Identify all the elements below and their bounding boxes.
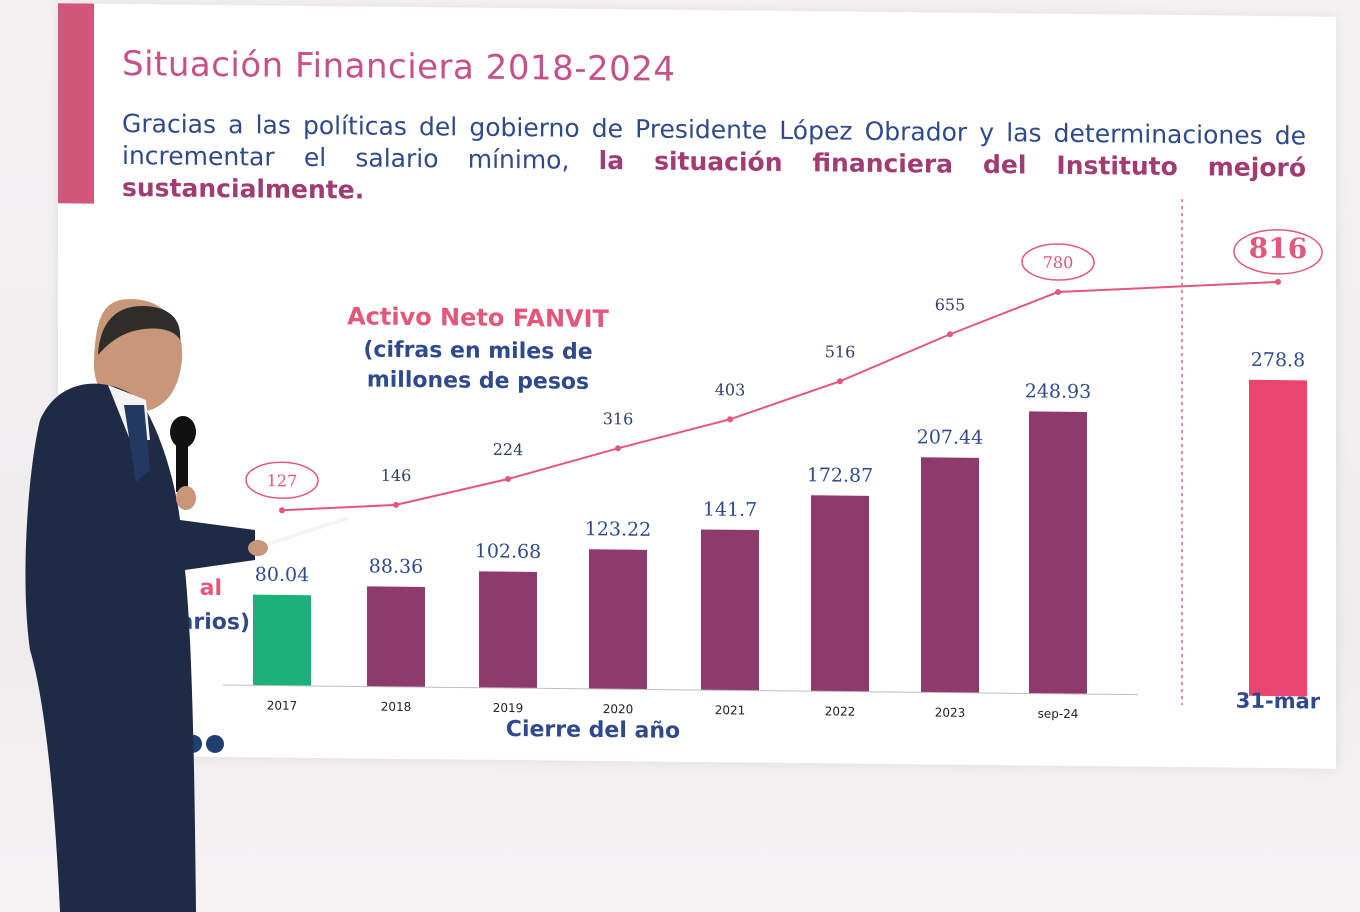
bar-2017 [253, 594, 311, 686]
bar-value-label-2020: 123.22 [585, 518, 651, 541]
bar-2021 [701, 529, 759, 691]
bar-value-label-2019: 102.68 [475, 540, 541, 563]
x-tick-label-2022: 2022 [825, 704, 856, 718]
chart-subtitle-line-1: (cifras en miles de [363, 338, 592, 365]
bar-value-label-2018: 88.36 [369, 555, 423, 578]
bar-value-label-2017: 80.04 [255, 564, 309, 587]
line-point-2020 [615, 445, 621, 452]
line-value-label-2023: 655 [935, 295, 966, 314]
line-value-label-2020: 316 [603, 409, 634, 428]
bar-2022 [811, 495, 869, 692]
highlight-ellipse-sep-24 [1021, 243, 1095, 281]
x-tick-label-sep-24: sep-24 [1038, 707, 1079, 721]
x-axis-label: Cierre del año [506, 717, 680, 744]
bar-value-label-2021: 141.7 [703, 498, 757, 521]
bar-2020 [589, 549, 647, 690]
bar-value-label-2022: 172.87 [807, 464, 873, 487]
line-value-label-2022: 516 [825, 342, 856, 361]
highlight-ellipse-31-mar [1233, 229, 1323, 275]
line-value-label-2018: 146 [381, 466, 412, 485]
line-value-label-2017: 127 [267, 471, 298, 490]
line-point-sep-24 [1055, 289, 1061, 296]
bar-2023 [921, 457, 979, 693]
x-tick-label-2018: 2018 [381, 700, 412, 714]
bar-value-label-2023: 207.44 [917, 426, 983, 449]
line-point-2019 [505, 476, 511, 483]
bar-value-label-31-mar: 278.8 [1251, 349, 1305, 372]
line-point-2022 [837, 378, 843, 385]
line-value-label-2021: 403 [715, 380, 746, 399]
x-tick-label-31-mar: 31-mar [1236, 689, 1321, 714]
line-point-2017 [279, 507, 285, 514]
x-tick-label-2020: 2020 [603, 702, 634, 716]
x-tick-label-2017: 2017 [267, 698, 298, 712]
bar-value-label-sep-24: 248.93 [1025, 380, 1091, 403]
line-point-2018 [393, 501, 399, 508]
bar-sep-24 [1029, 411, 1087, 695]
line-value-label-sep-24: 780 [1043, 253, 1074, 272]
left-partial-label-2: arios) [179, 610, 250, 636]
x-tick-label-2019: 2019 [493, 701, 524, 715]
x-tick-label-2021: 2021 [715, 703, 746, 717]
bar-31-mar [1249, 379, 1307, 697]
line-value-label-31-mar: 816 [1249, 232, 1307, 266]
highlight-ellipse-2017 [245, 461, 319, 500]
line-layer: 127 146 224 316 403 516 655 780 816 [245, 229, 1323, 514]
line-point-31-mar [1275, 278, 1281, 285]
bars-layer [223, 379, 1307, 697]
x-axis-line [223, 684, 1138, 696]
line-point-2021 [727, 416, 733, 423]
line-value-label-2019: 224 [493, 440, 524, 459]
bar-2019 [479, 571, 537, 689]
bar-line-chart: 127 146 224 316 403 516 655 780 816 80.04 2017 88.… [179, 199, 1323, 744]
left-partial-label-1: al [200, 576, 222, 601]
chart-title: Activo Neto FANVIT [347, 302, 609, 333]
label-layer: 80.04 2017 88.36 2018 102.68 2019 123.22 2020 14… [255, 349, 1321, 721]
x-tick-label-2023: 2023 [935, 705, 966, 719]
chart-subtitle-line-2: millones de pesos [367, 368, 589, 395]
bar-2018 [367, 586, 425, 688]
line-point-2023 [947, 331, 953, 338]
presentation-screen: Situación Financiera 2018-2024 Gracias a… [58, 3, 1336, 769]
